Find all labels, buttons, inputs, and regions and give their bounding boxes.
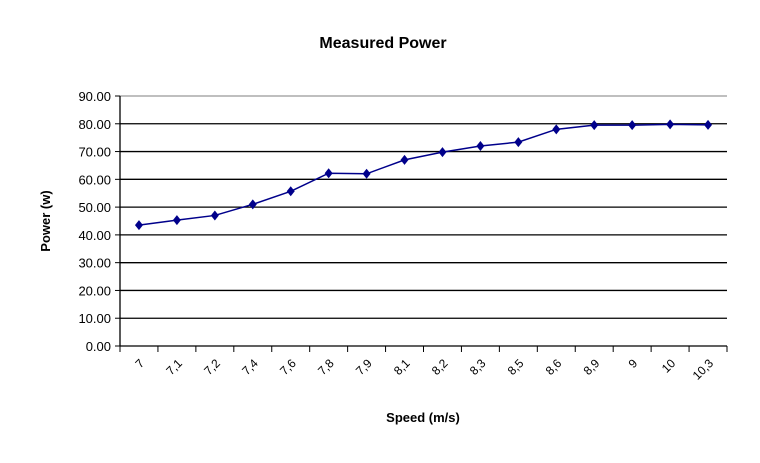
x-tick-label: 8,3 — [467, 356, 489, 378]
data-point — [552, 124, 561, 135]
y-tick-label: 0.00 — [86, 339, 111, 354]
data-point — [324, 168, 333, 179]
x-tick-label: 7,4 — [239, 356, 261, 378]
y-tick-label: 10.00 — [78, 311, 111, 326]
data-point — [134, 220, 143, 231]
x-axis-label: Speed (m/s) — [386, 410, 460, 425]
data-point — [400, 154, 409, 165]
series-line — [138, 123, 709, 226]
data-point — [590, 120, 599, 131]
data-point — [514, 137, 523, 148]
x-tick-label: 10,3 — [690, 356, 717, 383]
y-tick-label: 20.00 — [78, 283, 111, 298]
data-point — [286, 186, 295, 197]
data-point — [666, 119, 675, 130]
y-axis-label: Power (w) — [38, 190, 53, 251]
x-tick-label: 8,5 — [505, 356, 527, 378]
chart-title: Measured Power — [319, 35, 446, 52]
y-tick-label: 60.00 — [78, 172, 111, 187]
x-tick-label: 7 — [132, 356, 147, 371]
data-point — [704, 119, 713, 130]
data-point — [628, 120, 637, 131]
x-tick-label: 7,1 — [163, 356, 185, 378]
x-tick-label: 7,6 — [277, 356, 299, 378]
x-tick-label: 8,2 — [429, 356, 451, 378]
data-point — [476, 141, 485, 151]
data-point — [248, 199, 257, 210]
data-point — [210, 210, 219, 221]
data-point — [362, 168, 371, 179]
y-tick-label: 30.00 — [78, 256, 111, 271]
data-point — [438, 147, 447, 158]
x-tick-label: 9 — [626, 356, 641, 371]
x-tick-label: 10 — [659, 356, 679, 376]
y-tick-label: 90.00 — [78, 89, 111, 104]
y-tick-label: 50.00 — [78, 200, 111, 215]
y-tick-label: 70.00 — [78, 145, 111, 160]
x-tick-label: 7,9 — [353, 356, 375, 378]
y-tick-label: 80.00 — [78, 117, 111, 132]
x-tick-label: 8,9 — [581, 356, 603, 378]
x-tick-label: 8,1 — [391, 356, 413, 378]
x-tick-label: 7,8 — [315, 356, 337, 378]
x-tick-label: 8,6 — [543, 356, 565, 378]
data-point — [172, 215, 181, 226]
x-tick-label: 7,2 — [201, 356, 223, 378]
y-tick-label: 40.00 — [78, 228, 111, 243]
